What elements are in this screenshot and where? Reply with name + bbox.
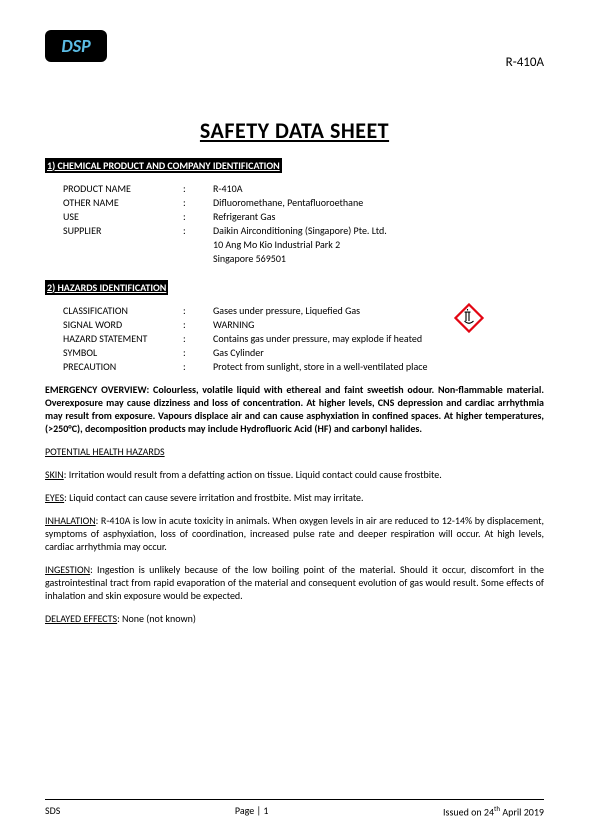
ingestion-para: INGESTION: Ingestion is unlikely because… xyxy=(45,563,544,602)
section2-heading: 2) HAZARDS IDENTIFICATION xyxy=(45,280,168,295)
footer-date-suffix: April 2019 xyxy=(500,805,544,818)
footer-right: Issued on 24th April 2019 xyxy=(443,804,544,818)
field-value: Gases under pressure, Liquefied Gas xyxy=(213,304,544,317)
precaution-row: PRECAUTION : Protect from sunlight, stor… xyxy=(45,360,544,373)
field-label: OTHER NAME xyxy=(63,196,183,209)
colon: : xyxy=(183,182,213,195)
field-value: Gas Cylinder xyxy=(213,346,544,359)
field-label: SIGNAL WORD xyxy=(63,318,183,331)
field-label: CLASSIFICATION xyxy=(63,304,183,317)
product-name-row: PRODUCT NAME : R-410A xyxy=(45,182,544,195)
supplier-addr1-row: 10 Ang Mo Kio Industrial Park 2 xyxy=(45,238,544,251)
company-logo: DSP xyxy=(45,30,107,62)
symbol-row: SYMBOL : Gas Cylinder xyxy=(45,346,544,359)
eyes-para: EYES: Liquid contact can cause severe ir… xyxy=(45,491,544,504)
eyes-label: EYES xyxy=(45,491,64,504)
colon: : xyxy=(183,196,213,209)
logo-text: DSP xyxy=(61,35,90,57)
colon: : xyxy=(183,332,213,345)
use-row: USE : Refrigerant Gas xyxy=(45,210,544,223)
inhalation-label: INHALATION xyxy=(45,514,96,527)
supplier-addr2-row: Singapore 569501 xyxy=(45,252,544,265)
emergency-overview: EMERGENCY OVERVIEW: Colourless, volatile… xyxy=(45,383,544,435)
page-title: SAFETY DATA SHEET xyxy=(45,117,544,144)
supplier-addr1: 10 Ang Mo Kio Industrial Park 2 xyxy=(213,238,544,251)
field-value: WARNING xyxy=(213,318,544,331)
field-label: USE xyxy=(63,210,183,223)
field-label: PRECAUTION xyxy=(63,360,183,373)
field-value: Daikin Airconditioning (Singapore) Pte. … xyxy=(213,224,544,237)
delayed-para: DELAYED EFFECTS: None (not known) xyxy=(45,612,544,625)
inhalation-text: : R-410A is low in acute toxicity in ani… xyxy=(45,514,544,553)
hazard-statement-row: HAZARD STATEMENT : Contains gas under pr… xyxy=(45,332,544,345)
ingestion-label: INGESTION xyxy=(45,563,90,576)
field-value: R-410A xyxy=(213,182,544,195)
supplier-row: SUPPLIER : Daikin Airconditioning (Singa… xyxy=(45,224,544,237)
field-label: PRODUCT NAME xyxy=(63,182,183,195)
delayed-label: DELAYED EFFECTS xyxy=(45,612,117,625)
eyes-text: : Liquid contact can cause severe irrita… xyxy=(64,491,363,504)
colon: : xyxy=(183,360,213,373)
skin-text: : Irritation would result from a defatti… xyxy=(64,468,442,481)
field-value: Difluoromethane, Pentafluoroethane xyxy=(213,196,544,209)
colon: : xyxy=(183,318,213,331)
inhalation-para: INHALATION: R-410A is low in acute toxic… xyxy=(45,514,544,553)
emergency-label: EMERGENCY OVERVIEW: xyxy=(45,383,153,396)
field-value: Refrigerant Gas xyxy=(213,210,544,223)
page-footer: SDS Page | 1 Issued on 24th April 2019 xyxy=(45,799,544,818)
skin-label: SKIN xyxy=(45,468,64,481)
colon: : xyxy=(183,210,213,223)
product-code: R-410A xyxy=(506,55,544,70)
colon: : xyxy=(183,346,213,359)
other-name-row: OTHER NAME : Difluoromethane, Pentafluor… xyxy=(45,196,544,209)
delayed-text: : None (not known) xyxy=(117,612,196,625)
field-value: Contains gas under pressure, may explode… xyxy=(213,332,544,345)
colon: : xyxy=(183,224,213,237)
section1-heading: 1) CHEMICAL PRODUCT AND COMPANY IDENTIFI… xyxy=(45,158,282,173)
footer-date-prefix: Issued on 24 xyxy=(443,805,494,818)
supplier-addr2: Singapore 569501 xyxy=(213,252,544,265)
potential-health-heading: POTENTIAL HEALTH HAZARDS xyxy=(45,445,544,458)
field-label: HAZARD STATEMENT xyxy=(63,332,183,345)
field-label: SUPPLIER xyxy=(63,224,183,237)
colon: : xyxy=(183,304,213,317)
gas-cylinder-pictogram-icon xyxy=(454,303,484,333)
skin-para: SKIN: Irritation would result from a def… xyxy=(45,468,544,481)
ingestion-text: : Ingestion is unlikely because of the l… xyxy=(45,563,544,602)
footer-center: Page | 1 xyxy=(235,804,269,818)
field-label: SYMBOL xyxy=(63,346,183,359)
field-value: Protect from sunlight, store in a well-v… xyxy=(213,360,544,373)
footer-left: SDS xyxy=(45,804,60,818)
